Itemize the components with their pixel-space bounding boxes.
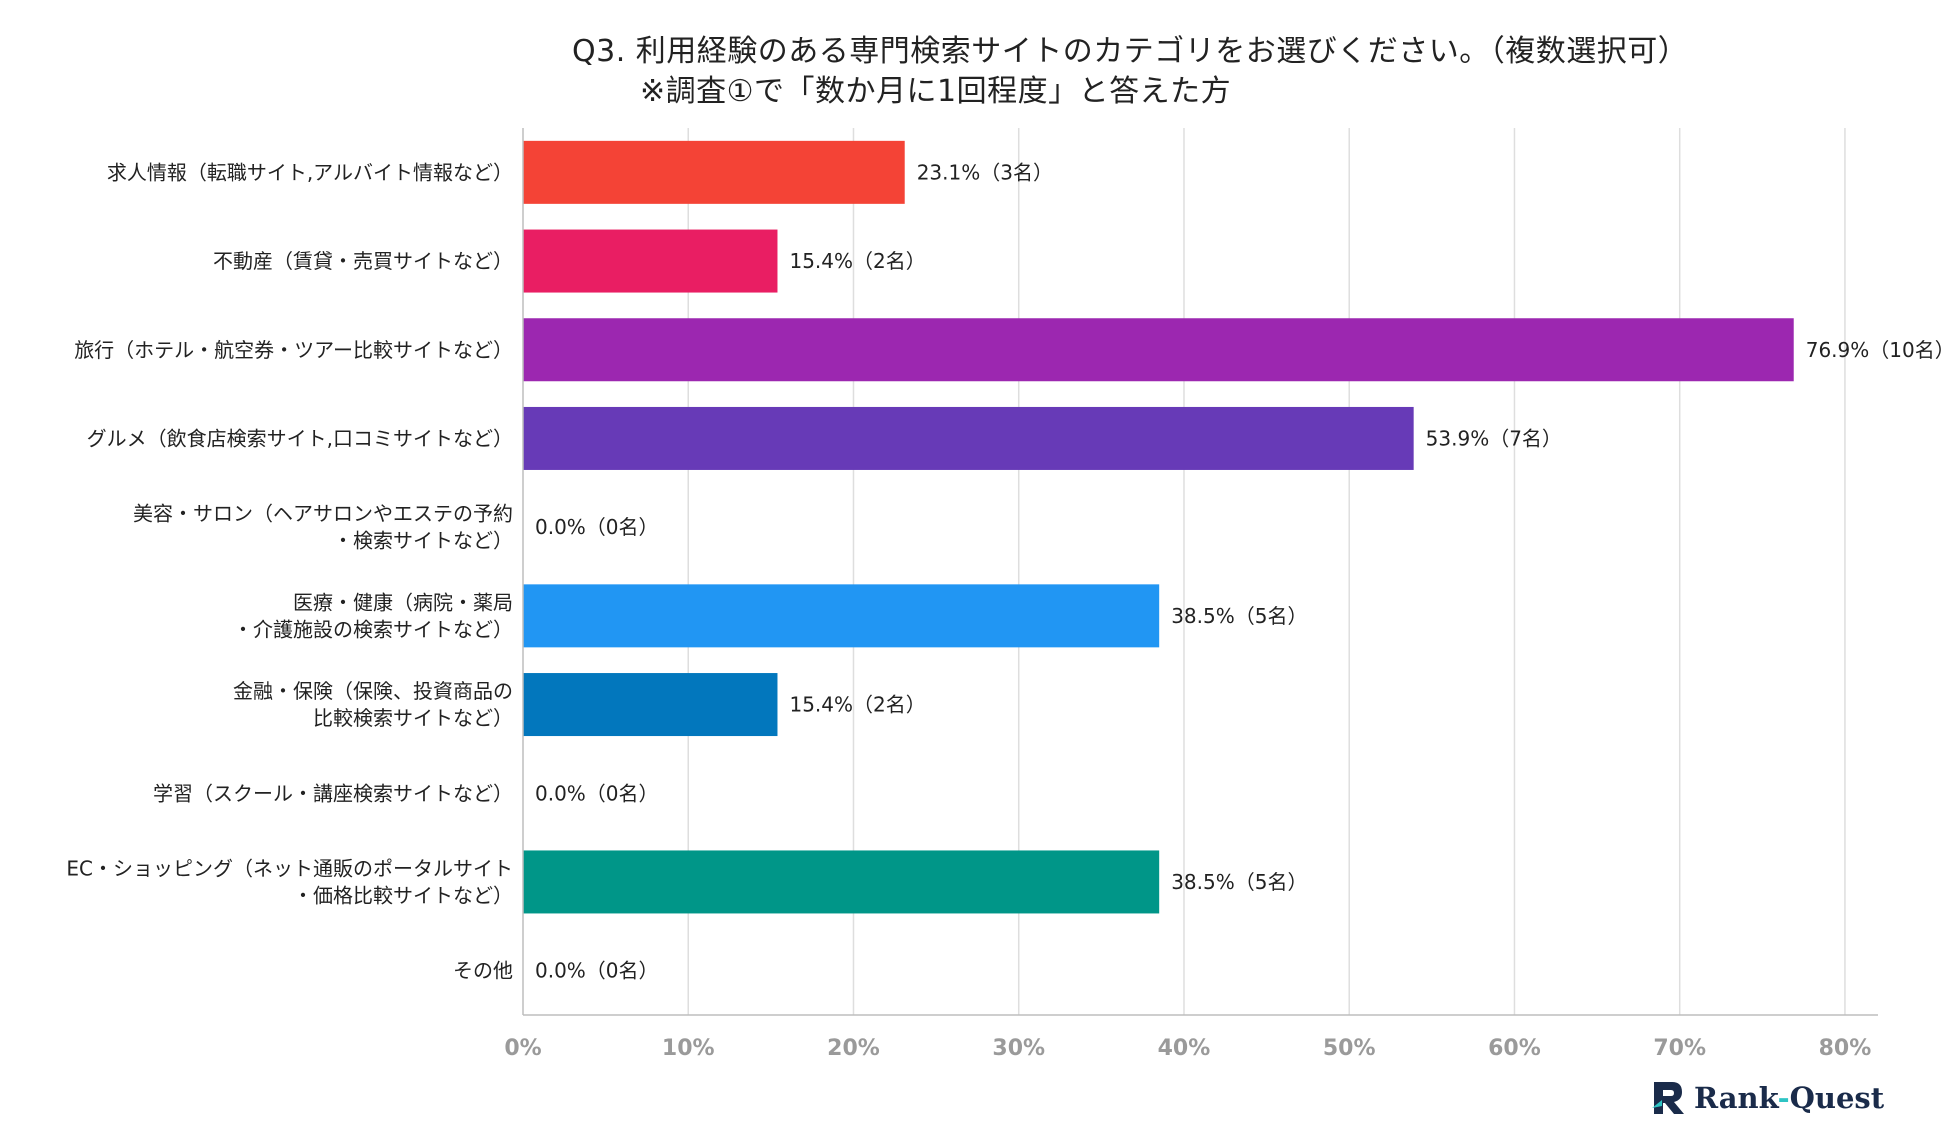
bar — [523, 584, 1160, 648]
category-label: 金融・保険（保険、投資商品の — [233, 679, 513, 703]
axes — [522, 128, 1878, 1016]
x-tick-label: 50% — [1323, 1036, 1376, 1061]
x-tick-label: 0% — [504, 1036, 541, 1061]
labels: 0% 10% 20% 30% 40% 50% 60% 70% 80% 23.1%（3名） 求人情報（… — [66, 160, 1950, 1061]
x-tick-label: 80% — [1819, 1036, 1872, 1061]
bar — [523, 406, 1414, 470]
brand-name: Rank-Quest — [1694, 1081, 1885, 1115]
bars — [523, 140, 1794, 914]
bar-value-label: 15.4%（2名） — [789, 693, 925, 717]
category-label: ・検索サイトなど） — [333, 529, 513, 553]
category-label: 美容・サロン（ヘアサロンやエステの予約 — [133, 502, 513, 526]
category-label: EC・ショッピング（ネット通販のポータルサイト — [66, 856, 513, 880]
category-label: その他 — [453, 959, 513, 983]
bar-value-label: 38.5%（5名） — [1171, 870, 1307, 894]
category-label: ・介護施設の検索サイトなど） — [233, 617, 513, 641]
bar-value-label: 53.9%（7名） — [1426, 426, 1562, 450]
category-label: 学習（スクール・講座検索サイトなど） — [153, 781, 513, 805]
bar — [523, 140, 905, 204]
category-label: 旅行（ホテル・航空券・ツアー比較サイトなど） — [74, 338, 513, 362]
bar-value-label: 0.0%（0名） — [535, 959, 659, 983]
x-tick-label: 10% — [662, 1036, 715, 1061]
grid-lines — [687, 128, 1846, 1015]
rank-quest-logo-icon — [1652, 1082, 1684, 1114]
x-tick-label: 40% — [1158, 1036, 1211, 1061]
x-tick-label: 20% — [827, 1036, 880, 1061]
chart-title: Q3. 利用経験のある専門検索サイトのカテゴリをお選びください。（複数選択可） — [572, 34, 1689, 69]
category-label: 不動産（賃貸・売買サイトなど） — [213, 249, 513, 273]
x-tick-label: 60% — [1488, 1036, 1541, 1061]
bar — [523, 673, 778, 737]
x-tick-label: 70% — [1653, 1036, 1706, 1061]
bar — [523, 318, 1794, 382]
bar-value-label: 0.0%（0名） — [535, 781, 659, 805]
category-label: 比較検索サイトなど） — [313, 706, 513, 730]
x-tick-label: 30% — [992, 1036, 1045, 1061]
bar-value-label: 38.5%（5名） — [1171, 604, 1307, 628]
bar — [523, 229, 778, 293]
category-label: ・価格比較サイトなど） — [293, 883, 513, 907]
chart-subtitle: ※調査①で「数か月に1回程度」と答えた方 — [640, 74, 1232, 109]
bar-value-label: 0.0%（0名） — [535, 515, 659, 539]
bar-value-label: 23.1%（3名） — [917, 160, 1053, 184]
bar-value-label: 15.4%（2名） — [789, 249, 925, 273]
brand-logo: Rank-Quest — [1648, 1078, 1884, 1118]
category-label: グルメ（飲食店検索サイト,口コミサイトなど） — [87, 426, 513, 450]
bar — [523, 850, 1160, 914]
category-label: 求人情報（転職サイト,アルバイト情報など） — [107, 160, 513, 184]
bar-value-label: 76.9%（10名） — [1806, 338, 1950, 362]
category-label: 医療・健康（病院・薬局 — [293, 590, 513, 614]
